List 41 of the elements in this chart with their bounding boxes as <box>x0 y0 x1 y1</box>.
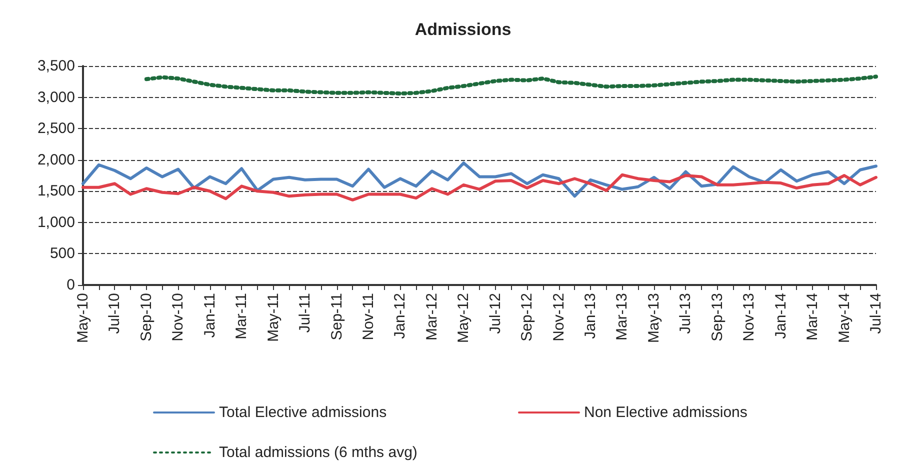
x-tick-label: Jan-13 <box>582 293 600 339</box>
x-tick-label: Jul-14 <box>868 293 884 334</box>
x-tick-label: Sep-12 <box>518 293 536 342</box>
legend-label: Total Elective admissions <box>219 404 387 421</box>
x-tick-label: Jul-10 <box>106 293 124 334</box>
x-tick-label: Nov-10 <box>170 293 187 342</box>
x-tick-label: May-11 <box>264 293 282 342</box>
x-tick-label: May-12 <box>455 293 472 344</box>
y-tick-label: 3,000 <box>37 88 75 106</box>
x-tick-label: Nov-13 <box>740 293 758 342</box>
y-tick-label: 0 <box>66 276 75 294</box>
y-tick-label: 2,000 <box>37 151 75 168</box>
x-tick-label: Sep-13 <box>708 293 726 342</box>
x-tick-label: Jul-13 <box>677 293 694 334</box>
line-series <box>82 161 878 198</box>
x-tick-label: Jan-12 <box>392 293 409 339</box>
line-series <box>144 74 878 96</box>
chart-title: Admissions <box>414 20 512 39</box>
x-tick-label: Nov-11 <box>360 293 377 340</box>
x-tick-label: Mar-12 <box>423 293 440 341</box>
x-tick-label: Jul-12 <box>486 293 504 334</box>
x-tick-label: Mar-11 <box>233 293 250 340</box>
x-tick-label: Mar-14 <box>804 293 822 341</box>
x-tick-label: Jul-11 <box>296 293 314 333</box>
x-tick-label: May-10 <box>74 293 92 344</box>
y-tick-label: 500 <box>50 245 75 262</box>
x-tick-label: Sep-10 <box>138 293 155 342</box>
x-tick-label: Nov-12 <box>550 293 568 342</box>
x-tick-label: Jan-11 <box>201 293 218 338</box>
y-tick-label: 1,000 <box>37 214 75 231</box>
y-tick-label: 2,500 <box>37 120 75 138</box>
legend-label: Total admissions (6 mths avg) <box>219 444 418 461</box>
y-tick-label: 1,500 <box>37 182 75 200</box>
legend-label: Non Elective admissions <box>584 404 748 421</box>
x-tick-label: May-14 <box>836 293 853 344</box>
x-tick-label: Sep-11 <box>328 293 346 340</box>
y-tick-label: 3,500 <box>37 58 75 74</box>
x-tick-label: Jan-14 <box>772 293 790 339</box>
line-series <box>82 173 878 202</box>
x-tick-label: Mar-13 <box>614 293 631 341</box>
x-tick-label: May-13 <box>645 293 662 344</box>
